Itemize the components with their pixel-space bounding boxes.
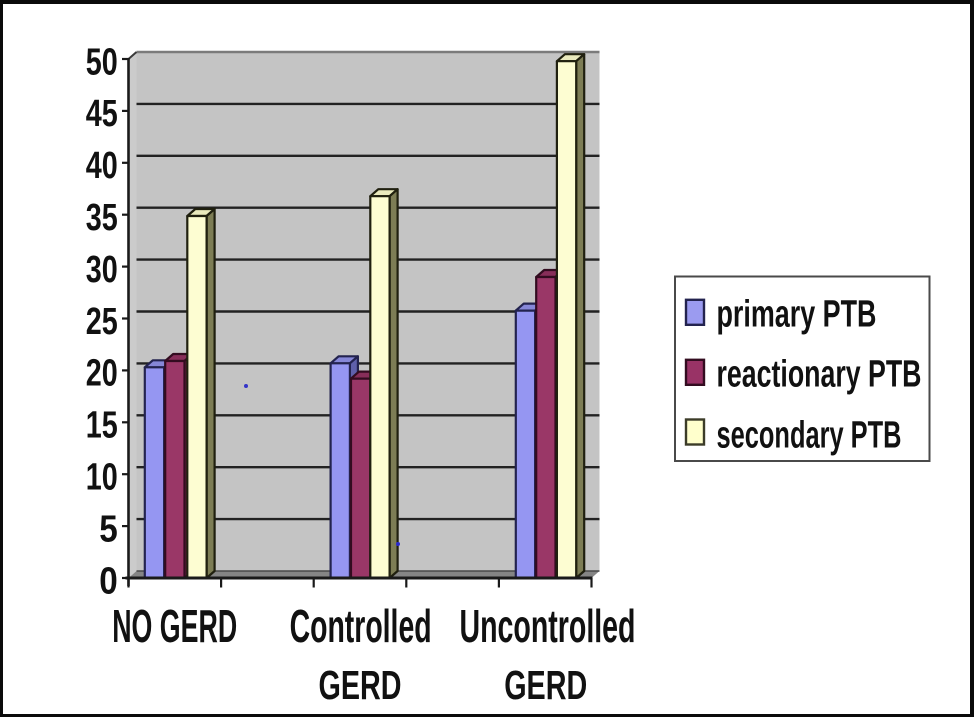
svg-text:40: 40 xyxy=(86,145,118,187)
svg-text:reactionary PTB: reactionary PTB xyxy=(717,353,922,395)
svg-text:50: 50 xyxy=(86,41,118,83)
svg-text:25: 25 xyxy=(86,301,118,343)
svg-text:10: 10 xyxy=(86,457,118,499)
svg-text:secondary PTB: secondary PTB xyxy=(717,415,902,457)
svg-text:GERD: GERD xyxy=(504,662,587,708)
svg-text:5: 5 xyxy=(99,508,118,550)
svg-text:0: 0 xyxy=(99,560,118,602)
svg-text:NO GERD: NO GERD xyxy=(112,600,237,652)
svg-text:GERD: GERD xyxy=(319,662,402,708)
svg-text:35: 35 xyxy=(86,197,118,239)
svg-text:Uncontrolled: Uncontrolled xyxy=(460,600,636,652)
svg-text:15: 15 xyxy=(86,405,118,447)
svg-text:20: 20 xyxy=(86,353,118,395)
svg-text:Controlled: Controlled xyxy=(290,600,432,652)
svg-text:30: 30 xyxy=(86,249,118,291)
svg-text:primary PTB: primary PTB xyxy=(717,294,877,336)
svg-text:45: 45 xyxy=(86,93,118,135)
